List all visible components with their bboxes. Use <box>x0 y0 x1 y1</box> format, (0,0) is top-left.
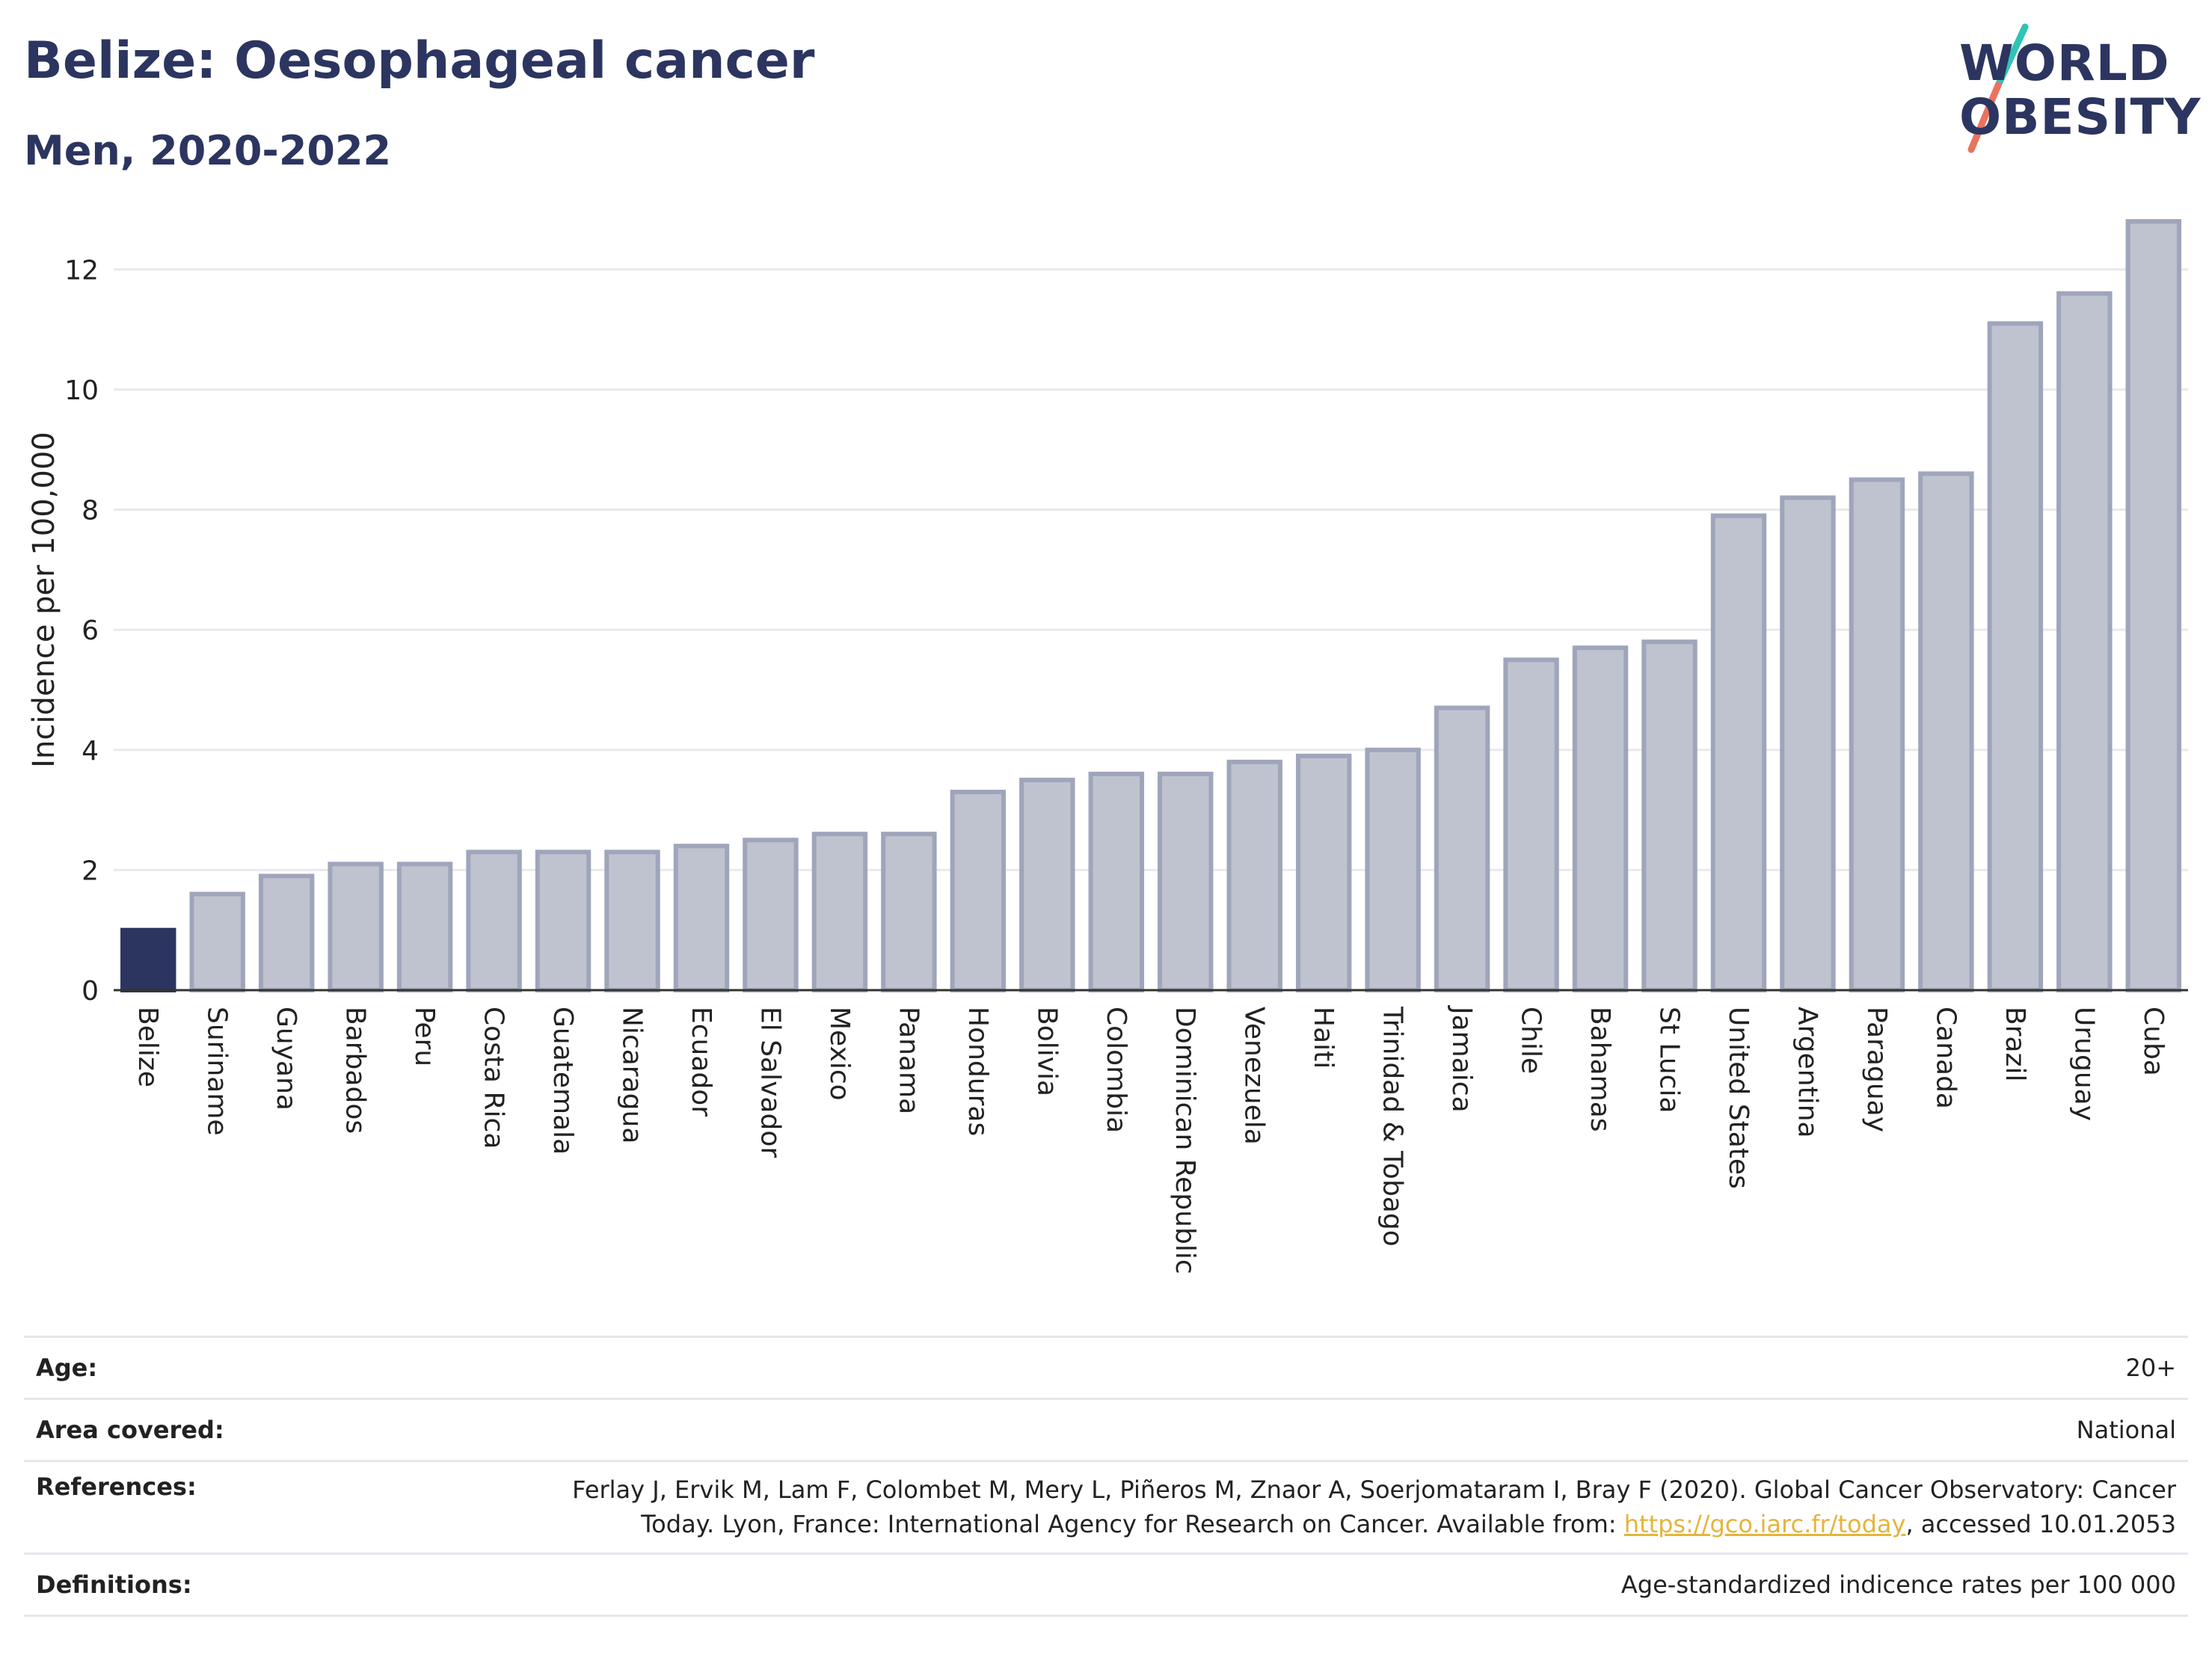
x-tick-label: Brazil <box>2000 1007 2030 1081</box>
x-tick-label: Uruguay <box>2068 1007 2099 1121</box>
x-tick-label: Trinidad & Tobago <box>1377 1006 1408 1247</box>
x-tick-label: Guatemala <box>547 1007 578 1155</box>
logo-text-obesity: OBESITY <box>1959 88 2202 146</box>
page-title: Belize: Oesophageal cancer <box>24 31 815 90</box>
meta-row-definitions: Definitions: Age-standardized indicence … <box>24 1553 2188 1617</box>
x-tick-label: Bahamas <box>1585 1007 1615 1132</box>
bar-uruguay <box>2056 291 2113 992</box>
x-tick-label: Ecuador <box>686 1007 716 1117</box>
references-line2-post: , accessed 10.01.2053 <box>1905 1510 2176 1538</box>
x-tick-label: Guyana <box>271 1007 301 1111</box>
bar-el-salvador <box>743 838 799 992</box>
meta-row-references: References: Ferlay J, Ervik M, Lam F, Co… <box>24 1460 2188 1553</box>
x-tick-label: Dominican Republic <box>1170 1007 1200 1274</box>
bar-mexico <box>811 832 868 993</box>
bar-suriname <box>189 891 245 992</box>
x-tick-label: Venezuela <box>1239 1007 1270 1145</box>
y-axis-label: Incidence per 100,000 <box>27 432 61 768</box>
bar-peru <box>396 862 453 992</box>
bar-united-states <box>1710 513 1767 993</box>
bar-colombia <box>1088 771 1144 993</box>
meta-row-age: Age: 20+ <box>24 1336 2188 1398</box>
meta-value-area: National <box>2076 1416 2176 1444</box>
bar-brazil <box>1987 321 2044 993</box>
meta-label-age: Age: <box>36 1354 98 1382</box>
x-tick-label: Nicaragua <box>617 1007 648 1143</box>
x-tick-label: Colombia <box>1101 1007 1131 1133</box>
x-tick-label: United States <box>1723 1007 1754 1189</box>
references-line2-pre: Today. Lyon, France: International Agenc… <box>641 1510 1624 1538</box>
references-line1: Ferlay J, Ervik M, Lam F, Colombet M, Me… <box>572 1476 2176 1504</box>
x-tick-label: Haiti <box>1308 1007 1339 1069</box>
x-tick-label: Cuba <box>2138 1007 2169 1076</box>
meta-value-references: Ferlay J, Ervik M, Lam F, Colombet M, Me… <box>572 1473 2176 1541</box>
y-tick-label: 12 <box>64 255 99 286</box>
x-tick-label: Barbados <box>340 1007 371 1134</box>
page-subtitle: Men, 2020-2022 <box>24 127 392 174</box>
bar-nicaragua <box>604 850 660 992</box>
bar-costa-rica <box>466 850 522 992</box>
bar-ecuador <box>673 844 730 992</box>
meta-value-definitions: Age-standardized indicence rates per 100… <box>1620 1570 2176 1599</box>
bar-trinidad-tobago <box>1365 747 1421 992</box>
x-tick-label: Bolivia <box>1031 1007 1062 1096</box>
references-link[interactable]: https://gco.iarc.fr/today <box>1623 1510 1906 1538</box>
y-tick-label: 8 <box>82 496 99 526</box>
meta-label-references: References: <box>36 1473 197 1501</box>
bar-cuba <box>2125 219 2181 993</box>
x-tick-label: Jamaica <box>1446 1005 1477 1113</box>
x-tick-label: Canada <box>1930 1007 1961 1109</box>
bar-chart: 0 2 4 6 8 10 12 Incidence per 100,000 Belize Suri… <box>27 219 2188 1274</box>
x-tick-label: Paraguay <box>1861 1007 1892 1132</box>
x-tick-label: Costa Rica <box>479 1007 509 1149</box>
y-tick-label: 6 <box>82 615 99 646</box>
bar-guatemala <box>535 850 592 992</box>
bar-argentina <box>1780 495 1836 992</box>
x-tick-label: Panama <box>893 1007 924 1114</box>
bar-jamaica <box>1434 705 1490 992</box>
x-tick-label: St Lucia <box>1654 1007 1685 1114</box>
y-tick-label: 10 <box>64 375 99 406</box>
bar-haiti <box>1295 753 1352 992</box>
bar-barbados <box>328 862 384 992</box>
x-tick-label: Suriname <box>202 1007 233 1136</box>
meta-label-area: Area covered: <box>36 1416 224 1444</box>
logo-text-world: WORLD <box>1959 34 2170 92</box>
y-tick-label: 4 <box>82 736 99 767</box>
x-tick-label: Mexico <box>824 1007 855 1101</box>
meta-label-definitions: Definitions: <box>36 1570 192 1599</box>
bar-bahamas <box>1572 645 1629 992</box>
bar-st-lucia <box>1641 639 1698 992</box>
metadata-table: Age: 20+ Area covered: National Referenc… <box>24 1336 2188 1617</box>
x-tick-label: Peru <box>409 1007 440 1066</box>
world-obesity-logo: WORLD OBESITY <box>1937 22 2206 165</box>
meta-row-area: Area covered: National <box>24 1398 2188 1460</box>
x-tick-label: El Salvador <box>755 1007 785 1158</box>
x-tick-label: Argentina <box>1792 1007 1822 1138</box>
bar-venezuela <box>1226 759 1282 992</box>
bar-chile <box>1503 657 1559 992</box>
bar-belize <box>120 927 176 993</box>
bar-paraguay <box>1849 477 1905 992</box>
x-tick-label: Chile <box>1516 1007 1546 1074</box>
bar-canada <box>1918 471 1974 993</box>
bar-bolivia <box>1019 777 1075 993</box>
y-tick-label: 2 <box>82 856 99 886</box>
logo-slash-icon <box>1967 23 2029 153</box>
bar-panama <box>881 832 937 993</box>
x-tick-label: Honduras <box>962 1007 993 1136</box>
meta-value-age: 20+ <box>2125 1354 2176 1382</box>
x-tick-label: Belize <box>132 1007 163 1087</box>
bar-dominican-republic <box>1158 771 1214 993</box>
bar-honduras <box>950 789 1007 992</box>
y-tick-label: 0 <box>82 976 99 1007</box>
bar-guyana <box>258 873 315 993</box>
